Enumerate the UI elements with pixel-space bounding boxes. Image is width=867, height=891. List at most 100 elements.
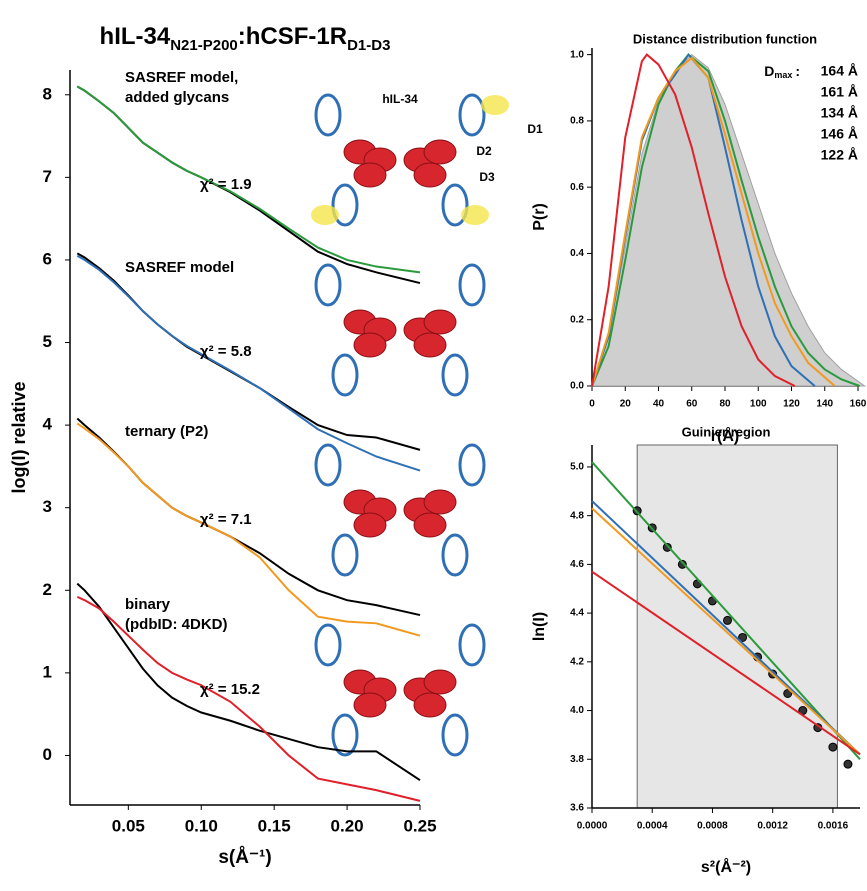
domain-blob [441,713,469,757]
x-axis-label: s(Å⁻¹) [218,847,271,868]
title-part: hIL-34 [100,23,171,50]
glycan-blob [461,205,489,225]
x-tick-label: 100 [750,399,767,410]
chart-title: Distance distribution function [633,31,817,46]
x-tick-label: 120 [783,399,800,410]
domain-blob [314,623,342,667]
x-tick-label: 0.0008 [697,821,728,832]
x-tick-label: 0.05 [112,816,145,835]
domain-blob [441,183,469,227]
data-point [677,559,687,569]
data-point [783,688,793,698]
legend-label: 122 Å [821,147,858,163]
x-tick-label: 0 [589,399,595,410]
structure-label: D2 [476,144,492,158]
helix-blob [413,162,447,188]
x-tick-label: 40 [653,399,665,410]
helix-blob [353,692,387,718]
y-tick-label: 0.2 [570,314,584,325]
y-tick-label: 5 [43,332,52,351]
y-axis-label: ln(I) [531,612,548,641]
y-axis-label: P(r) [531,203,548,231]
helix-blob [423,489,457,515]
legend-title-part: D [764,63,774,79]
x-tick-label: 0.0004 [637,821,668,832]
chart-title: Guinier region [682,424,771,439]
line [76,85,421,274]
y-tick-label: 3.6 [570,803,584,814]
y-tick-label: 4.0 [570,705,584,716]
structure-cartoon [314,623,486,757]
data-point [843,759,853,769]
data-point [738,632,748,642]
chi-square-label: χ² = 7.1 [200,511,252,528]
y-axis-label: log(I) relative [9,381,29,493]
legend-title-part: : [795,63,800,79]
helix-blob [423,669,457,695]
structure-label: hIL-34 [382,92,418,106]
domain-blob [458,623,486,667]
glycan-blob [481,95,509,115]
y-tick-label: 5.0 [570,462,584,473]
domain-blob [331,353,359,397]
x-tick-label: 0.0012 [757,821,788,832]
x-axis-label: r(Å) [711,426,739,445]
y-tick-label: 3.8 [570,754,584,765]
legend-title: Dmax: [764,63,800,81]
helix-blob [413,512,447,538]
line [591,53,861,387]
shaded-region [636,444,838,809]
y-tick-label: 3 [43,497,52,516]
chi-square-label: χ² = 5.8 [200,343,252,360]
helix-blob [423,139,457,165]
x-tick-label: 0.0000 [577,821,608,832]
domain-blob [314,443,342,487]
chi-square-label: χ² = 15.2 [200,681,260,698]
domain-blob [458,93,486,137]
y-tick-label: 4.8 [570,510,584,521]
model-label: added glycans [125,89,229,106]
domain-blob [441,533,469,577]
model-label: ternary (P2) [125,423,208,440]
x-tick-label: 0.15 [258,816,291,835]
x-tick-label: 80 [719,399,731,410]
domain-blob [331,713,359,757]
domain-blob [331,533,359,577]
x-tick-label: 140 [816,399,833,410]
domain-blob [331,183,359,227]
title-subscript: N21-P200 [170,37,238,54]
line [591,461,861,760]
helix-blob [413,332,447,358]
x-axis-label: s²(Å⁻²) [701,857,751,876]
x-tick-label: 0.10 [185,816,218,835]
domain-blob [314,93,342,137]
helix-blob [353,332,387,358]
structure-cartoon [314,443,486,577]
line [76,254,421,472]
data-point [723,615,733,625]
line [76,582,421,782]
domain-blob [458,443,486,487]
y-tick-label: 6 [43,249,52,268]
x-tick-label: 160 [850,399,867,410]
line [591,507,861,756]
x-tick-label: 0.20 [331,816,364,835]
y-tick-label: 4.2 [570,656,584,667]
domain-blob [314,263,342,307]
legend-label: 146 Å [821,126,858,142]
model-label: binary [125,596,171,613]
structure-label: D1 [527,122,543,136]
title-subscript: D1-D3 [347,37,390,54]
data-point [662,542,672,552]
helix-blob [423,309,457,335]
domain-blob [458,263,486,307]
y-tick-label: 4.4 [570,608,584,619]
y-tick-label: 0.8 [570,116,584,127]
x-tick-label: 60 [686,399,698,410]
legend-title-sub: max [774,70,792,80]
chi-square-label: χ² = 1.9 [200,176,252,193]
title-part: :hCSF-1R [238,23,347,50]
y-tick-label: 1.0 [570,49,584,60]
helix-blob [413,692,447,718]
